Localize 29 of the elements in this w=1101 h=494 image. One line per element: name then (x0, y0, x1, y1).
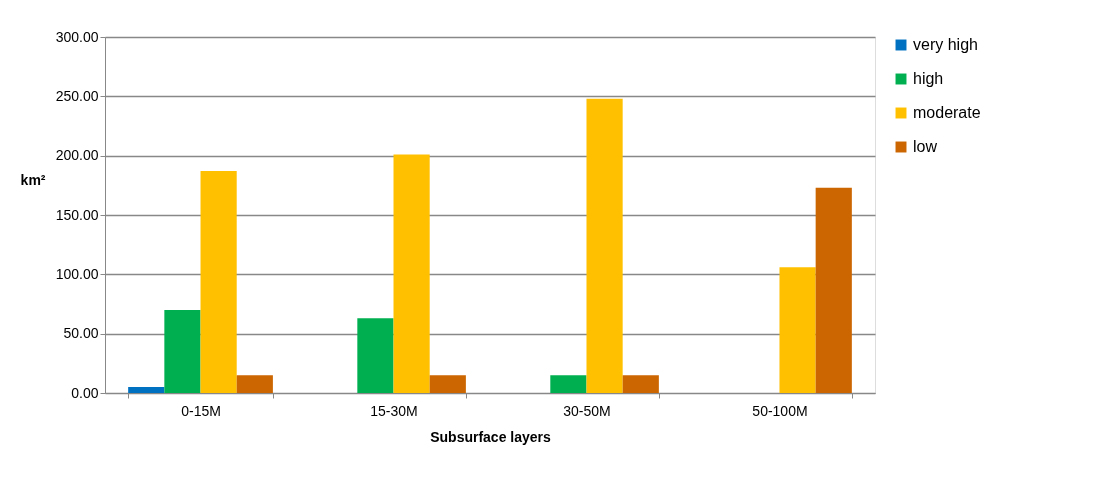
legend-label: moderate (913, 104, 981, 121)
bar (550, 375, 587, 393)
y-tick-label: 0.00 (71, 384, 99, 401)
legend-label: very high (913, 36, 978, 53)
bar (779, 267, 816, 393)
legend-label: low (913, 138, 938, 155)
bar (357, 318, 394, 393)
y-tick-label: 50.00 (63, 325, 99, 342)
bar (393, 154, 430, 393)
bar (164, 309, 201, 393)
y-tick-label: 250.00 (55, 87, 99, 104)
y-tick-label: 200.00 (55, 147, 99, 164)
bar (236, 375, 273, 393)
legend-label: high (913, 70, 944, 87)
y-tick-label: 100.00 (55, 265, 99, 282)
bar (200, 171, 237, 393)
bar (128, 387, 165, 393)
y-tick-label: 150.00 (55, 206, 99, 223)
bar (815, 187, 852, 393)
bar (429, 375, 466, 393)
x-tick-label: 30-50M (563, 402, 611, 419)
y-axis-title: km² (20, 171, 46, 188)
y-tick-label: 300.00 (55, 28, 99, 45)
bar (622, 375, 659, 393)
x-tick-label: 0-15M (181, 402, 221, 419)
bar (586, 98, 623, 393)
x-tick-label: 15-30M (370, 402, 418, 419)
x-axis-title: Subsurface layers (430, 428, 552, 445)
x-tick-label: 50-100M (752, 402, 808, 419)
